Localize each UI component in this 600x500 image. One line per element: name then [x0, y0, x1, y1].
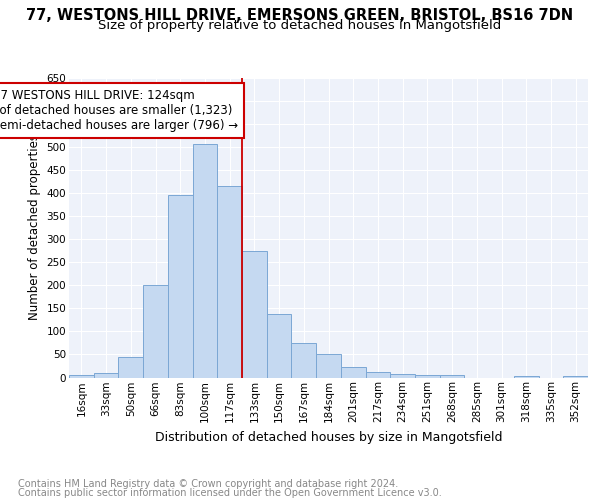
- Bar: [193, 144, 217, 378]
- Bar: [94, 373, 118, 378]
- Bar: [118, 357, 143, 378]
- Bar: [217, 186, 242, 378]
- Bar: [415, 374, 440, 378]
- X-axis label: Distribution of detached houses by size in Mangotsfield: Distribution of detached houses by size …: [155, 430, 502, 444]
- Bar: [563, 376, 588, 378]
- Text: Contains public sector information licensed under the Open Government Licence v3: Contains public sector information licen…: [18, 488, 442, 498]
- Text: Size of property relative to detached houses in Mangotsfield: Size of property relative to detached ho…: [98, 19, 502, 32]
- Text: Contains HM Land Registry data © Crown copyright and database right 2024.: Contains HM Land Registry data © Crown c…: [18, 479, 398, 489]
- Bar: [365, 372, 390, 378]
- Bar: [242, 250, 267, 378]
- Text: 77, WESTONS HILL DRIVE, EMERSONS GREEN, BRISTOL, BS16 7DN: 77, WESTONS HILL DRIVE, EMERSONS GREEN, …: [26, 8, 574, 22]
- Bar: [69, 375, 94, 378]
- Bar: [292, 343, 316, 378]
- Bar: [316, 354, 341, 378]
- Bar: [168, 195, 193, 378]
- Bar: [514, 376, 539, 378]
- Y-axis label: Number of detached properties: Number of detached properties: [28, 134, 41, 320]
- Bar: [267, 314, 292, 378]
- Text: 77 WESTONS HILL DRIVE: 124sqm
← 62% of detached houses are smaller (1,323)
37% o: 77 WESTONS HILL DRIVE: 124sqm ← 62% of d…: [0, 89, 238, 132]
- Bar: [440, 375, 464, 378]
- Bar: [341, 368, 365, 378]
- Bar: [390, 374, 415, 378]
- Bar: [143, 285, 168, 378]
